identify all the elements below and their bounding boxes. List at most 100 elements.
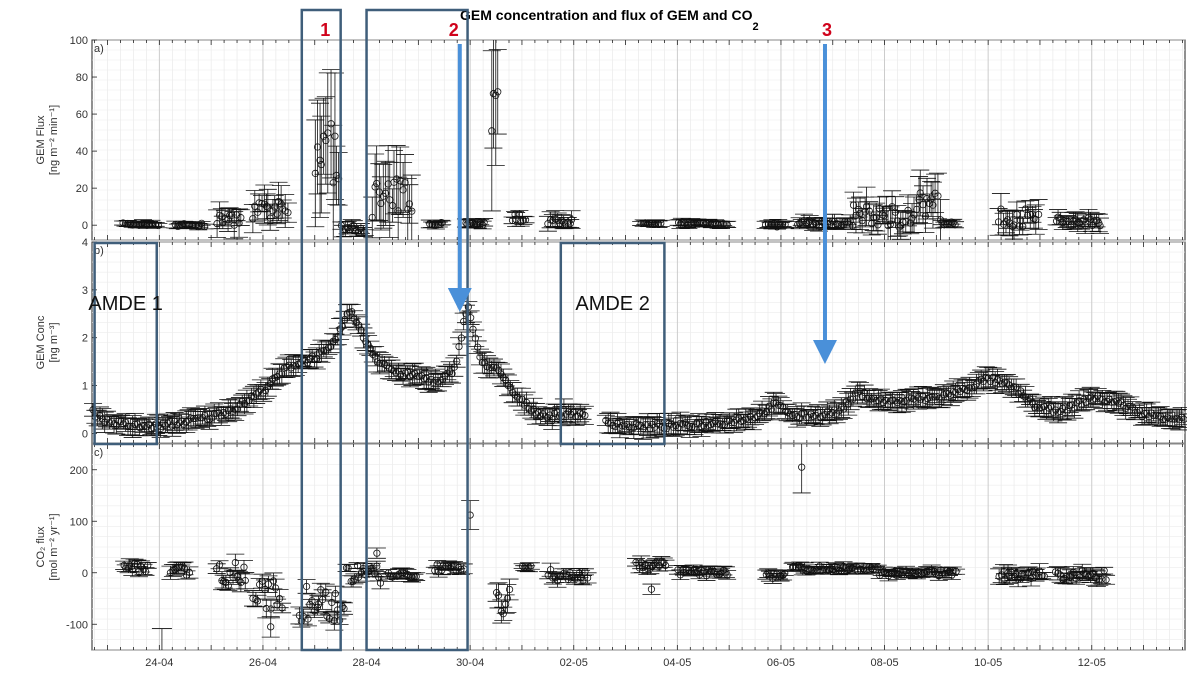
marker: [616, 423, 624, 431]
data-point: [188, 409, 207, 427]
marker: [492, 364, 500, 372]
marker: [237, 214, 245, 222]
marker: [422, 374, 430, 382]
data-point: [376, 160, 395, 226]
marker: [495, 366, 503, 374]
marker: [489, 90, 497, 98]
marker: [714, 420, 722, 428]
marker: [794, 220, 802, 229]
marker: [499, 374, 507, 382]
marker: [474, 343, 482, 351]
data-point: [308, 99, 327, 195]
marker: [453, 357, 461, 365]
marker: [306, 355, 314, 363]
data-point: [554, 398, 573, 422]
marker: [681, 419, 689, 427]
marker: [230, 221, 238, 229]
marker: [238, 397, 246, 405]
marker: [669, 423, 678, 431]
marker: [357, 224, 365, 233]
y-tick-label: 200: [70, 465, 88, 477]
marker: [686, 422, 694, 431]
marker: [949, 219, 957, 227]
marker: [515, 210, 524, 218]
panel-label: b): [94, 245, 104, 257]
marker: [194, 414, 202, 422]
marker: [511, 210, 519, 219]
data-point: [466, 329, 485, 347]
data-point: [398, 177, 417, 240]
marker: [361, 228, 369, 237]
marker: [1072, 216, 1080, 224]
marker: [180, 420, 188, 428]
marker: [261, 386, 270, 395]
data-point: [311, 102, 330, 218]
marker: [98, 415, 106, 423]
data-point: [225, 211, 244, 240]
marker: [1060, 217, 1068, 225]
y-tick-label: 20: [76, 183, 88, 195]
marker: [108, 417, 116, 426]
y-tick-label: 100: [70, 516, 88, 528]
marker: [455, 342, 463, 351]
marker: [504, 381, 512, 389]
marker: [133, 420, 141, 428]
marker: [516, 395, 524, 403]
data-point: [195, 222, 214, 231]
marker: [135, 221, 143, 229]
marker: [397, 371, 405, 379]
marker: [644, 220, 652, 229]
grid: [92, 241, 1185, 444]
data-point: [440, 361, 459, 383]
marker: [389, 201, 397, 210]
y-tick-label: 0: [82, 568, 88, 580]
marker: [266, 380, 274, 388]
data-point: [312, 115, 331, 214]
data-point: [776, 220, 795, 229]
data-point: [387, 364, 406, 381]
marker: [390, 367, 398, 375]
marker: [800, 217, 808, 225]
marker: [228, 211, 236, 219]
y-axis-label: GEM Conc: [35, 315, 47, 369]
marker: [399, 186, 407, 194]
marker: [161, 421, 169, 430]
marker: [730, 418, 738, 427]
marker: [566, 219, 574, 228]
data-point: [400, 184, 419, 224]
marker: [543, 414, 552, 422]
marker: [143, 423, 151, 431]
marker: [404, 205, 412, 214]
marker: [226, 405, 235, 413]
marker: [630, 423, 638, 432]
data-point: [219, 399, 238, 423]
data-point: [475, 218, 494, 227]
marker: [282, 363, 291, 371]
marker: [520, 401, 528, 409]
marker: [618, 422, 626, 430]
marker: [380, 360, 389, 368]
marker: [457, 334, 465, 342]
data-point: [231, 209, 250, 226]
panel-label: c): [94, 447, 103, 459]
data-point: [316, 96, 335, 185]
chart-title: GEM concentration and flux of GEM and CO…: [460, 7, 759, 33]
marker: [525, 405, 533, 413]
data-point: [230, 208, 249, 238]
marker: [145, 420, 153, 428]
marker: [781, 220, 789, 229]
data-point: [561, 219, 580, 228]
marker: [513, 393, 521, 401]
data-point: [718, 220, 737, 229]
marker: [856, 209, 864, 217]
marker: [494, 88, 502, 96]
marker: [488, 363, 496, 372]
data-point: [911, 169, 930, 217]
data-point: [680, 414, 699, 438]
y-tick-label: 3: [82, 285, 88, 297]
data-point: [261, 378, 280, 390]
marker: [1026, 210, 1034, 219]
marker: [355, 321, 363, 329]
marker: [578, 410, 587, 418]
marker: [401, 179, 409, 187]
